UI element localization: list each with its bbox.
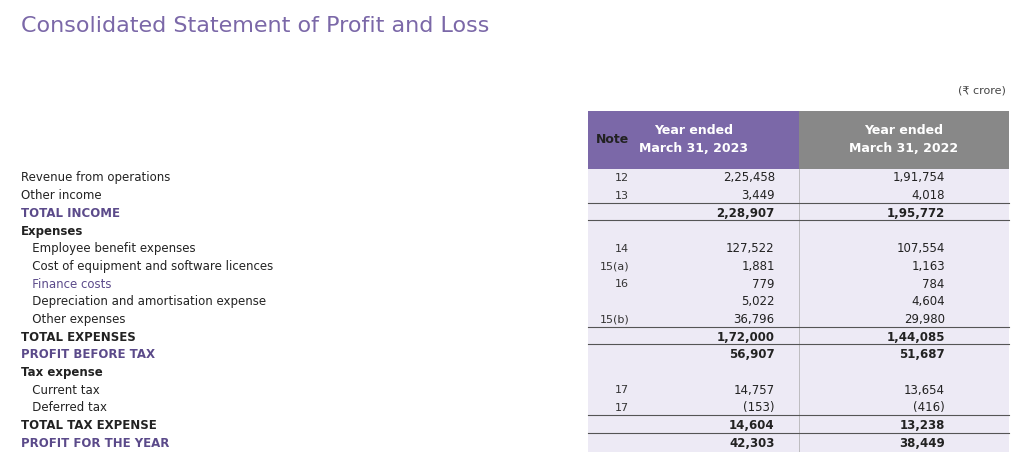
Text: 2,28,907: 2,28,907	[717, 207, 775, 220]
Text: 107,554: 107,554	[896, 242, 945, 255]
Text: 17: 17	[615, 385, 629, 395]
Text: (416): (416)	[913, 401, 945, 415]
Bar	[589, 293, 1009, 311]
Text: 12: 12	[615, 173, 629, 183]
Text: 1,72,000: 1,72,000	[717, 331, 775, 344]
Text: 13,238: 13,238	[899, 419, 945, 432]
Text: TOTAL INCOME: TOTAL INCOME	[22, 207, 120, 220]
Bar	[799, 111, 1009, 169]
Text: Cost of equipment and software licences: Cost of equipment and software licences	[22, 260, 273, 273]
Text: 779: 779	[753, 278, 775, 291]
Text: 36,796: 36,796	[733, 313, 775, 326]
Bar	[589, 417, 1009, 435]
Bar	[589, 111, 799, 169]
Text: Depreciation and amortisation expense: Depreciation and amortisation expense	[22, 295, 266, 308]
Text: Employee benefit expenses: Employee benefit expenses	[22, 242, 196, 255]
Text: 29,980: 29,980	[904, 313, 945, 326]
Text: (₹ crore): (₹ crore)	[958, 86, 1006, 96]
Bar	[589, 329, 1009, 346]
Text: 1,91,754: 1,91,754	[893, 172, 945, 184]
Text: Expenses: Expenses	[22, 224, 84, 238]
Text: 51,687: 51,687	[899, 349, 945, 361]
Bar	[589, 204, 1009, 222]
Bar	[589, 275, 1009, 293]
Text: 17: 17	[615, 403, 629, 413]
Bar	[589, 364, 1009, 381]
Text: 13,654: 13,654	[904, 384, 945, 397]
Text: 1,163: 1,163	[911, 260, 945, 273]
Text: Note: Note	[596, 133, 629, 147]
Text: 1,95,772: 1,95,772	[887, 207, 945, 220]
Text: 13: 13	[615, 191, 629, 201]
Text: Other income: Other income	[22, 189, 101, 202]
Text: PROFIT FOR THE YEAR: PROFIT FOR THE YEAR	[22, 437, 170, 450]
Text: TOTAL TAX EXPENSE: TOTAL TAX EXPENSE	[22, 419, 157, 432]
Text: Deferred tax: Deferred tax	[22, 401, 108, 415]
Text: Tax expense: Tax expense	[22, 366, 102, 379]
Text: 5,022: 5,022	[741, 295, 775, 308]
Text: 4,018: 4,018	[911, 189, 945, 202]
Text: Finance costs: Finance costs	[22, 278, 112, 291]
Text: Revenue from operations: Revenue from operations	[22, 172, 170, 184]
Text: 1,44,085: 1,44,085	[887, 331, 945, 344]
Text: 14,757: 14,757	[733, 384, 775, 397]
Bar	[589, 346, 1009, 364]
Text: 4,604: 4,604	[911, 295, 945, 308]
Text: 127,522: 127,522	[726, 242, 775, 255]
Text: Other expenses: Other expenses	[22, 313, 126, 326]
Text: Year ended
March 31, 2023: Year ended March 31, 2023	[639, 124, 749, 155]
Text: TOTAL EXPENSES: TOTAL EXPENSES	[22, 331, 136, 344]
Text: PROFIT BEFORE TAX: PROFIT BEFORE TAX	[22, 349, 155, 361]
Bar	[589, 435, 1009, 452]
Text: Consolidated Statement of Profit and Loss: Consolidated Statement of Profit and Los…	[22, 16, 489, 36]
Text: 1,881: 1,881	[741, 260, 775, 273]
Text: 14,604: 14,604	[729, 419, 775, 432]
Text: 15(b): 15(b)	[599, 314, 629, 324]
Text: 2,25,458: 2,25,458	[723, 172, 775, 184]
Bar	[589, 169, 1009, 187]
Bar	[589, 240, 1009, 258]
Text: 16: 16	[615, 279, 629, 289]
Bar	[589, 222, 1009, 240]
Bar	[589, 258, 1009, 275]
Text: 42,303: 42,303	[729, 437, 775, 450]
Bar	[589, 187, 1009, 204]
Text: 15(a): 15(a)	[599, 262, 629, 271]
Text: Year ended
March 31, 2022: Year ended March 31, 2022	[849, 124, 958, 155]
Text: 3,449: 3,449	[741, 189, 775, 202]
Text: Current tax: Current tax	[22, 384, 100, 397]
Bar	[589, 399, 1009, 417]
Text: 56,907: 56,907	[729, 349, 775, 361]
Text: 14: 14	[615, 244, 629, 254]
Text: 784: 784	[923, 278, 945, 291]
Text: 38,449: 38,449	[899, 437, 945, 450]
Bar	[589, 381, 1009, 399]
Text: (153): (153)	[743, 401, 775, 415]
Bar	[589, 311, 1009, 329]
